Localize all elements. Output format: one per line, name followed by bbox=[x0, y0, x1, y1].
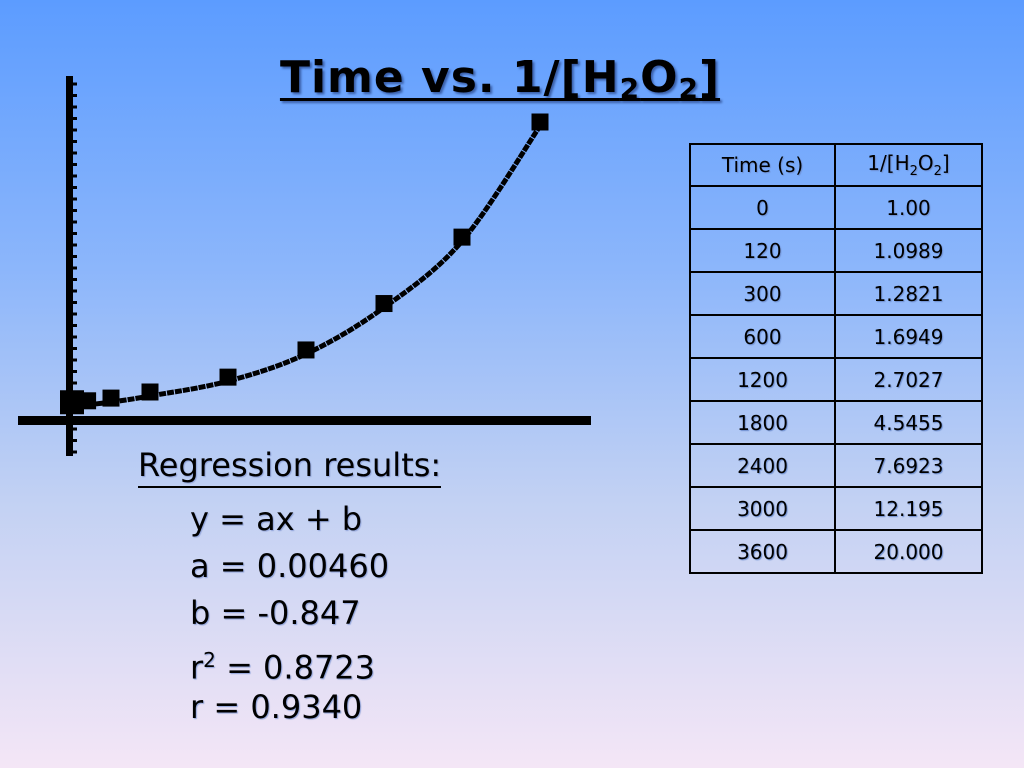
time-cell: 3600 bbox=[688, 529, 837, 574]
y-tick bbox=[73, 209, 77, 212]
regression-equation: y = ax + b bbox=[190, 500, 363, 538]
regression-r-squared: r2 = 0.8723 bbox=[190, 648, 376, 687]
table-row: 1800 4.5455 bbox=[688, 400, 983, 445]
data-point bbox=[219, 368, 237, 386]
data-table: Time (s) 1/[H2O2] 0 1.00 120 1.0989 300 1.2… bbox=[688, 143, 983, 574]
y-tick bbox=[73, 381, 77, 385]
inverse-cell: 2.7027 bbox=[834, 357, 983, 402]
y-tick bbox=[73, 220, 77, 224]
y-tick bbox=[73, 324, 77, 327]
data-point bbox=[297, 341, 315, 359]
y-tick bbox=[73, 243, 77, 247]
y-tick bbox=[73, 301, 77, 304]
y-tick bbox=[73, 197, 77, 201]
data-point bbox=[453, 228, 471, 246]
time-cell: 300 bbox=[688, 271, 837, 316]
data-point bbox=[531, 113, 549, 131]
time-cell: 3000 bbox=[688, 486, 837, 531]
y-tick bbox=[73, 450, 77, 454]
y-tick bbox=[73, 82, 77, 86]
y-tick bbox=[73, 94, 77, 97]
data-point bbox=[102, 389, 120, 407]
y-tick bbox=[73, 416, 77, 419]
y-tick bbox=[73, 186, 77, 189]
y-tick bbox=[73, 117, 77, 120]
inverse-cell: 1.6949 bbox=[834, 314, 983, 359]
y-tick bbox=[73, 358, 77, 362]
table-row: 600 1.6949 bbox=[688, 314, 983, 359]
regression-r: r = 0.9340 bbox=[190, 688, 363, 726]
regression-a: a = 0.00460 bbox=[190, 547, 390, 585]
header-time: Time (s) bbox=[688, 143, 837, 187]
y-tick bbox=[73, 278, 77, 281]
time-cell: 1200 bbox=[688, 357, 837, 402]
inverse-cell: 4.5455 bbox=[834, 400, 983, 445]
time-cell: 0 bbox=[688, 185, 837, 230]
y-tick bbox=[73, 370, 77, 373]
table-row: 1200 2.7027 bbox=[688, 357, 983, 402]
inverse-cell: 1.0989 bbox=[834, 228, 983, 273]
y-tick bbox=[73, 140, 77, 143]
y-tick bbox=[73, 174, 77, 178]
header-inverse-concentration: 1/[H2O2] bbox=[834, 143, 983, 187]
regression-b: b = -0.847 bbox=[190, 594, 361, 632]
y-tick bbox=[73, 312, 77, 316]
table-row: 300 1.2821 bbox=[688, 271, 983, 316]
y-tick bbox=[73, 255, 77, 258]
table-row: 3600 20.000 bbox=[688, 529, 983, 574]
y-tick bbox=[73, 163, 77, 166]
data-point bbox=[375, 295, 393, 313]
slide-title: Time vs. 1/[H2O2] bbox=[279, 52, 721, 105]
inverse-cell: 1.2821 bbox=[834, 271, 983, 316]
table-row: 0 1.00 bbox=[688, 185, 983, 230]
regression-results: Regression results: y = ax + b a = 0.004… bbox=[138, 446, 442, 731]
time-cell: 600 bbox=[688, 314, 837, 359]
y-tick bbox=[73, 232, 77, 235]
y-tick bbox=[73, 439, 77, 442]
y-tick bbox=[73, 128, 77, 132]
y-tick bbox=[73, 105, 77, 109]
inverse-cell: 12.195 bbox=[834, 486, 983, 531]
y-tick bbox=[73, 427, 77, 431]
table-header-row: Time (s) 1/[H2O2] bbox=[688, 143, 983, 187]
inverse-cell: 1.00 bbox=[834, 185, 983, 230]
data-point bbox=[79, 392, 97, 410]
y-axis bbox=[66, 76, 73, 456]
x-axis bbox=[18, 416, 591, 425]
y-tick bbox=[73, 151, 77, 155]
inverse-cell: 20.000 bbox=[834, 529, 983, 574]
time-cell: 120 bbox=[688, 228, 837, 273]
y-tick bbox=[73, 335, 77, 339]
y-tick bbox=[73, 266, 77, 270]
table-row: 120 1.0989 bbox=[688, 228, 983, 273]
series-line bbox=[71, 124, 543, 409]
time-cell: 1800 bbox=[688, 400, 837, 445]
table-row: 2400 7.6923 bbox=[688, 443, 983, 488]
regression-heading: Regression results: bbox=[138, 446, 442, 488]
time-cell: 2400 bbox=[688, 443, 837, 488]
table-row: 3000 12.195 bbox=[688, 486, 983, 531]
time-vs-inverse-concentration-plot bbox=[18, 76, 591, 456]
y-tick bbox=[73, 289, 77, 293]
y-tick bbox=[73, 347, 77, 350]
data-point bbox=[141, 383, 159, 401]
inverse-cell: 7.6923 bbox=[834, 443, 983, 488]
